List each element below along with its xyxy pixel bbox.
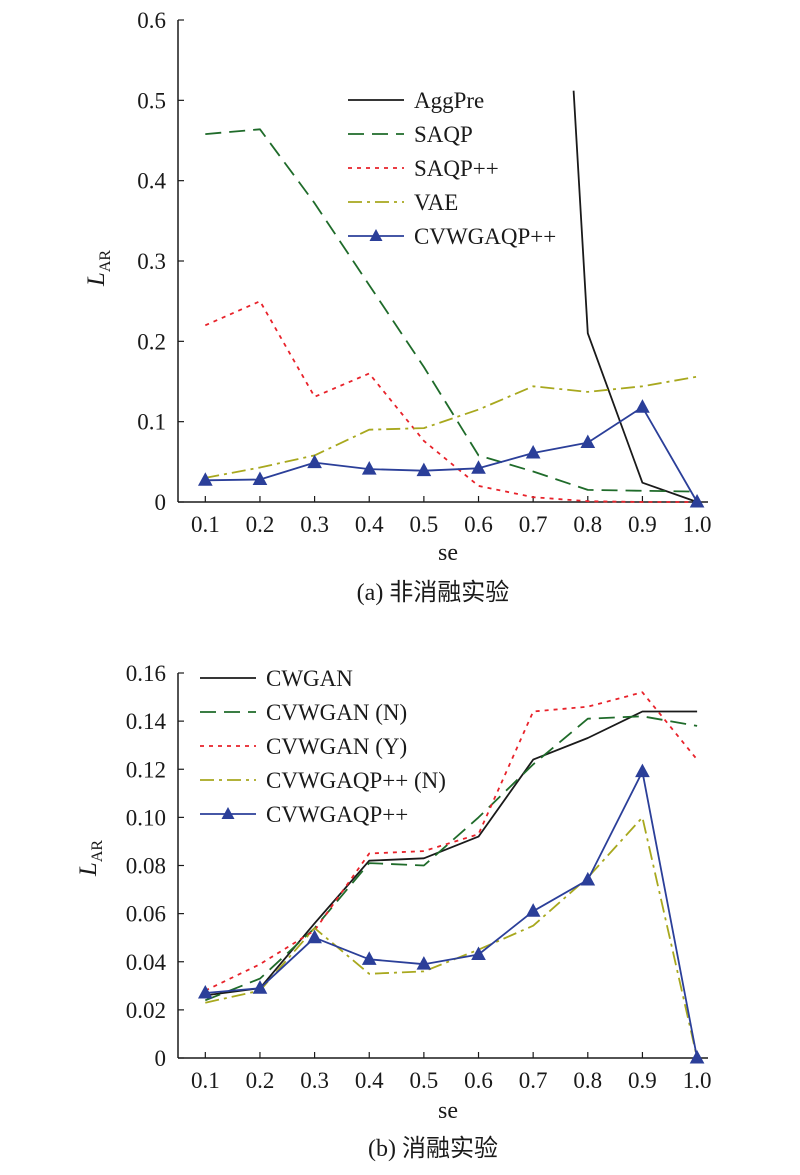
x-tick-label: 0.6 (464, 1068, 493, 1093)
legend-label-cvwgaqppp: CVWGAQP++ (414, 224, 556, 249)
panel-caption: (b) 消融实验 (368, 1135, 498, 1162)
data-point-cvwgaqppp (580, 871, 596, 886)
y-tick-label: 0.5 (137, 88, 166, 113)
series-line-cvwgaqppp-n (205, 816, 698, 1059)
x-axis-label: se (438, 1098, 458, 1124)
legend: CWGAN CVWGAN (N) CVWGAN (Y) CVWGAQP++ (N) CV… (200, 666, 446, 827)
data-point-cvwgaqppp (416, 956, 432, 970)
data-point-cvwgaqppp (635, 399, 650, 413)
data-point-cvwgaqppp (689, 1049, 705, 1064)
data-point-cvwgaqppp (689, 493, 705, 508)
legend-label-saqppp: SAQP++ (414, 156, 499, 181)
y-axis-label-main: L (83, 272, 110, 287)
y-tick-label: 0.4 (137, 169, 166, 194)
series-line-cvwgan-n (204, 715, 698, 1002)
legend-label-aggpre: AggPre (414, 88, 484, 113)
y-tick-label: 0 (155, 490, 167, 515)
data-point-cvwgaqppp (416, 462, 432, 477)
legend-label-saqp: SAQP (414, 122, 473, 147)
y-axis-label-sub: AR (89, 840, 106, 863)
x-tick-label: 0.5 (410, 512, 439, 537)
data-point-cvwgaqppp (252, 980, 268, 994)
y-axis-label: LAR (83, 250, 114, 287)
legend-marker-cvwgaqppp (221, 807, 235, 819)
y-tick-label: 0.08 (126, 854, 166, 879)
x-tick-label: 0.1 (191, 512, 220, 537)
data-point-cvwgaqppp (361, 951, 377, 965)
x-tick-label: 1.0 (683, 1068, 712, 1093)
data-point-cvwgaqppp (525, 444, 541, 459)
x-tick-label: 0.2 (246, 512, 275, 537)
y-tick-label: 0.04 (126, 950, 167, 975)
x-tick-label: 0.3 (300, 512, 329, 537)
y-tick-label: 0.10 (126, 805, 166, 830)
legend-label-cwgan: CWGAN (266, 666, 353, 691)
series-line-saqppp (204, 300, 698, 503)
x-tick-label: 0.3 (300, 1068, 329, 1093)
x-tick-label: 0.8 (573, 1068, 602, 1093)
y-axis-label-main: L (75, 862, 102, 877)
panel-b: 0 0.02 0.04 0.06 0.08 0.10 0.12 0.14 0.16 0.1 0.2 0… (75, 661, 711, 1162)
data-point-cvwgaqppp (361, 461, 377, 475)
legend-label-vae: VAE (414, 190, 458, 215)
y-tick-label: 0.16 (126, 661, 166, 686)
series-line-cvwgaqppp (205, 770, 698, 1059)
y-tick-label: 0.2 (137, 329, 166, 354)
x-tick-label: 0.7 (519, 1068, 548, 1093)
panel-a: 0 0.1 0.2 0.3 0.4 0.5 0.6 0.1 0.2 0.3 0.4 0.5 0.6 0.7… (83, 8, 711, 606)
series-line-cvwgaqppp (205, 406, 698, 503)
legend-label-cvwgan-y: CVWGAN (Y) (266, 734, 407, 759)
x-tick-label: 0.6 (464, 512, 493, 537)
x-tick-label: 0.4 (355, 512, 384, 537)
x-tick-label: 0.9 (628, 512, 657, 537)
data-point-cvwgaqppp (307, 929, 322, 944)
series-line-cvwgan-y (204, 691, 698, 992)
y-tick-label: 0.02 (126, 998, 166, 1023)
y-tick-label: 0 (155, 1046, 167, 1071)
x-tick-label: 0.8 (573, 512, 602, 537)
data-point-cvwgaqppp (307, 454, 322, 469)
data-point-cvwgaqppp (580, 434, 596, 449)
y-axis-label: LAR (75, 840, 106, 877)
x-tick-label: 0.4 (355, 1068, 384, 1093)
x-tick-label: 0.1 (191, 1068, 220, 1093)
data-point-cvwgaqppp (525, 903, 541, 917)
y-tick-label: 0.3 (137, 249, 166, 274)
data-point-cvwgaqppp (471, 460, 486, 474)
y-tick-label: 0.14 (126, 709, 167, 734)
x-tick-label: 0.9 (628, 1068, 657, 1093)
series-line-cwgan (205, 710, 698, 997)
data-point-cvwgaqppp (471, 946, 486, 961)
y-tick-label: 0.1 (137, 410, 166, 435)
data-point-cvwgaqppp (197, 984, 213, 999)
y-tick-label: 0.06 (126, 902, 166, 927)
x-axis-label: se (438, 540, 458, 566)
x-tick-label: 0.7 (519, 512, 548, 537)
panel-caption: (a) 非消融实验 (357, 579, 510, 606)
series-line-saqp (205, 128, 698, 493)
y-tick-label: 0.12 (126, 757, 166, 782)
legend: AggPre SAQP SAQP++ VAE CVWGAQP++ (348, 88, 556, 249)
legend-label-cvwgaqppp-n: CVWGAQP++ (N) (266, 768, 446, 793)
legend-label-cvwgan-n: CVWGAN (N) (266, 700, 407, 725)
x-tick-label: 0.2 (246, 1068, 275, 1093)
series-line-aggpre (572, 90, 698, 503)
y-tick-label: 0.6 (137, 8, 166, 33)
y-axis-label-sub: AR (97, 250, 114, 273)
data-point-cvwgaqppp (252, 471, 268, 486)
series-line-vae (205, 375, 698, 479)
data-point-cvwgaqppp (197, 472, 213, 486)
legend-marker-cvwgaqppp (369, 229, 383, 241)
x-tick-label: 0.5 (410, 1068, 439, 1093)
x-tick-label: 1.0 (683, 512, 712, 537)
legend-label-cvwgaqppp: CVWGAQP++ (266, 802, 408, 827)
data-point-cvwgaqppp (635, 763, 650, 778)
